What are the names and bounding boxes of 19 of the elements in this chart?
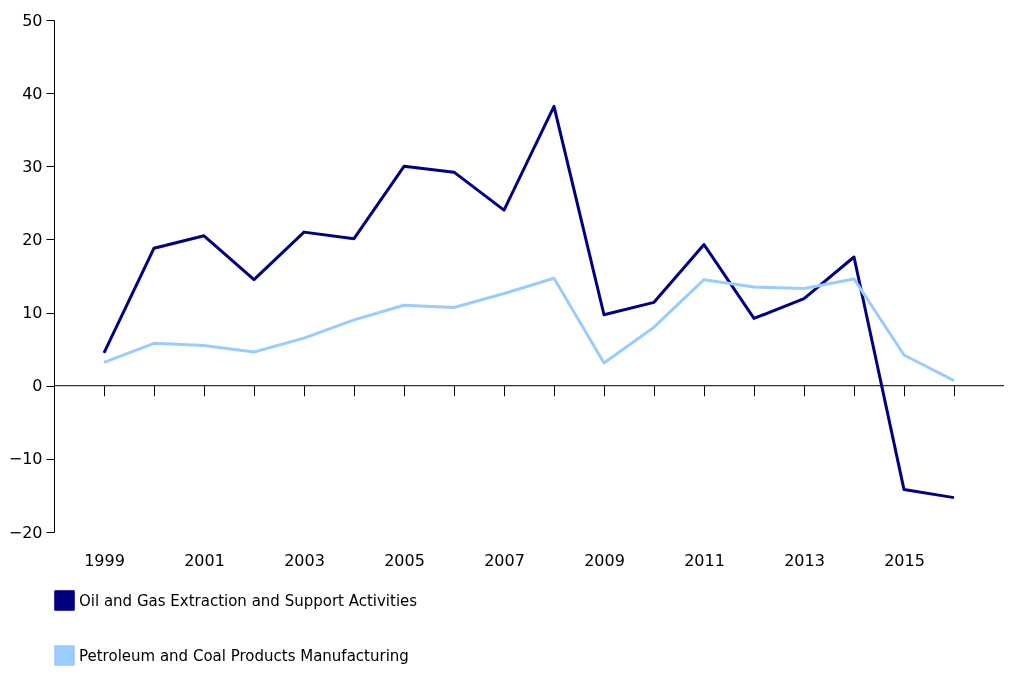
y-tick-label: 0 <box>32 376 43 396</box>
x-tick-label: 2015 <box>884 550 925 570</box>
x-tick-label: 2011 <box>684 550 725 570</box>
y-tick-label: 40 <box>22 83 43 103</box>
x-tick-label: 2001 <box>184 550 225 570</box>
x-tick-label: 2007 <box>484 550 525 570</box>
y-tick-label: 30 <box>22 156 43 176</box>
y-tick-label: −20 <box>8 522 43 542</box>
x-tick-label: 1999 <box>84 550 125 570</box>
y-tick-label: 10 <box>22 303 43 323</box>
x-tick-label: 2003 <box>284 550 325 570</box>
x-tick-label: 2009 <box>584 550 625 570</box>
x-tick-label: 2013 <box>784 550 825 570</box>
x-tick-label: 2005 <box>384 550 425 570</box>
y-tick-label: −10 <box>8 449 43 469</box>
y-tick-label: 50 <box>22 10 43 30</box>
legend-label: Petroleum and Coal Products Manufacturing <box>79 646 409 665</box>
legend-label: Oil and Gas Extraction and Support Activities <box>79 591 418 610</box>
y-tick-label: 20 <box>22 229 43 249</box>
